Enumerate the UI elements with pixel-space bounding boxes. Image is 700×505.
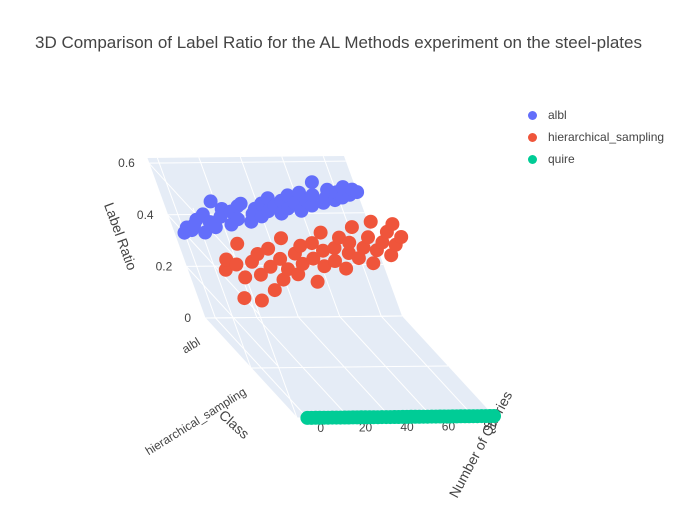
z-tick-label: 0 [184,311,191,325]
z-gridline [148,160,346,164]
legend-label-albl: albl [548,108,567,122]
data-point-hierarchical-sampling [385,217,400,232]
data-point-hierarchical-sampling [363,214,378,229]
data-point-hierarchical-sampling [229,257,244,272]
data-point-hierarchical-sampling [263,259,278,274]
data-point-hierarchical-sampling [261,241,276,256]
z-tick-label: 0.2 [156,259,173,273]
data-point-quire [487,409,501,423]
data-point-hierarchical-sampling [317,259,332,274]
legend-label-quire: quire [548,152,575,166]
data-point-hierarchical-sampling [328,254,342,268]
data-point-hierarchical-sampling [293,238,308,253]
data-point-hierarchical-sampling [238,270,253,285]
legend-marker-albl [528,110,537,120]
data-point-hierarchical-sampling [394,230,409,244]
data-point-albl [350,185,365,200]
y-axis-title: Class [216,407,253,442]
y-gridline [238,257,298,419]
data-point-hierarchical-sampling [361,230,375,245]
data-point-hierarchical-sampling [344,220,359,235]
legend-item-quire[interactable]: quire [522,148,664,170]
x-gridline [322,156,382,317]
x-gridline [239,156,299,318]
legend-item-hierarchical-sampling[interactable]: hierarchical_sampling [522,126,664,148]
data-point-hierarchical-sampling [254,293,269,308]
y-gridline [146,157,206,319]
data-point-hierarchical-sampling [342,235,357,250]
y-tick-label: albl [179,335,202,357]
z-tick-label: 0.4 [137,208,154,222]
y-gridline [250,365,449,369]
data-point-hierarchical-sampling [304,236,319,251]
y-gridline [204,315,403,319]
data-point-hierarchical-sampling [366,256,381,271]
data-point-hierarchical-sampling [230,236,245,251]
data-point-albl [305,188,320,203]
data-point-albl [203,194,218,209]
data-point-hierarchical-sampling [310,274,325,289]
legend-marker-hierarchical-sampling [528,132,537,142]
data-point-hierarchical-sampling [237,291,252,306]
chart-title: 3D Comparison of Label Ratio for the AL … [35,33,642,52]
data-point-hierarchical-sampling [274,231,288,246]
data-point-hierarchical-sampling [218,262,233,277]
legend-label-hierarchical-sampling: hierarchical_sampling [548,130,665,144]
z-tick-label: 0.6 [118,156,135,170]
data-point-albl [304,175,319,190]
data-point-hierarchical-sampling [295,256,310,271]
data-point-hierarchical-sampling [306,251,321,266]
data-point-albl [305,198,319,213]
data-point-hierarchical-sampling [316,243,330,258]
z-axis-title: Label Ratio [101,200,140,272]
data-point-hierarchical-sampling [313,225,328,240]
legend-marker-quire [528,154,537,164]
data-point-hierarchical-sampling [267,283,282,298]
data-point-albl [230,212,245,227]
x-gridline [198,157,258,318]
data-point-hierarchical-sampling [339,261,354,276]
data-point-hierarchical-sampling [273,251,288,266]
legend: albl hierarchical_sampling quire [522,104,664,170]
x-tick-label: 0 [317,421,324,435]
data-point-hierarchical-sampling [250,247,265,261]
data-point-albl [233,196,248,211]
data-point-hierarchical-sampling [253,267,268,282]
legend-item-albl[interactable]: albl [522,104,664,126]
